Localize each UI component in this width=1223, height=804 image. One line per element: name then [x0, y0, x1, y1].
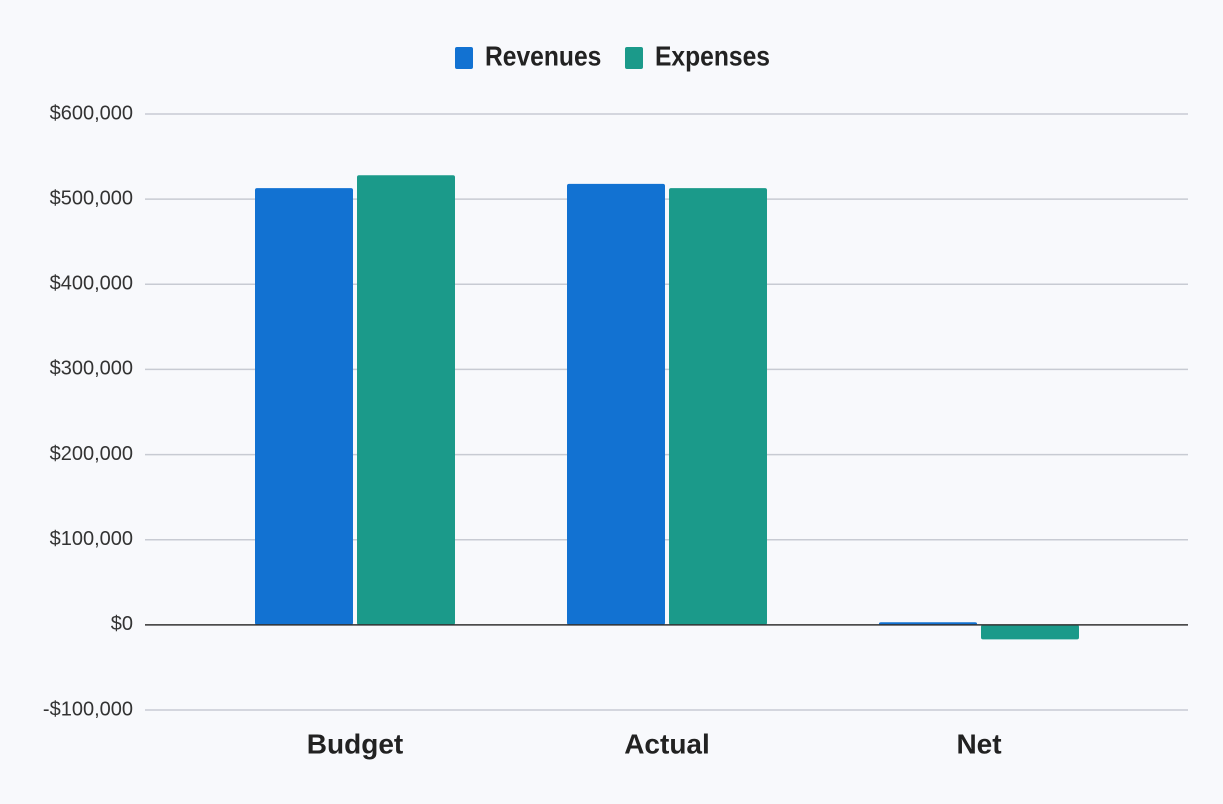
- x-tick-label: Budget: [307, 728, 403, 759]
- legend-swatch: [455, 47, 473, 69]
- bar: [669, 188, 767, 625]
- y-tick-label: -$100,000: [43, 698, 133, 720]
- bar: [567, 183, 665, 625]
- bar: [981, 624, 1079, 640]
- legend-swatch: [625, 47, 643, 69]
- y-tick-label: $100,000: [50, 528, 133, 550]
- legend-label: Expenses: [655, 40, 770, 72]
- bar: [255, 188, 353, 625]
- y-tick-label: $400,000: [50, 273, 133, 295]
- y-tick-label: $300,000: [50, 358, 133, 380]
- bar: [357, 175, 455, 625]
- x-tick-label: Net: [956, 728, 1001, 759]
- x-tick-label: Actual: [624, 728, 710, 759]
- legend-label: Revenues: [485, 40, 601, 72]
- y-tick-label: $500,000: [50, 187, 133, 209]
- y-tick-label: $0: [111, 613, 133, 635]
- y-tick-label: $200,000: [50, 443, 133, 465]
- y-tick-label: $600,000: [50, 102, 133, 124]
